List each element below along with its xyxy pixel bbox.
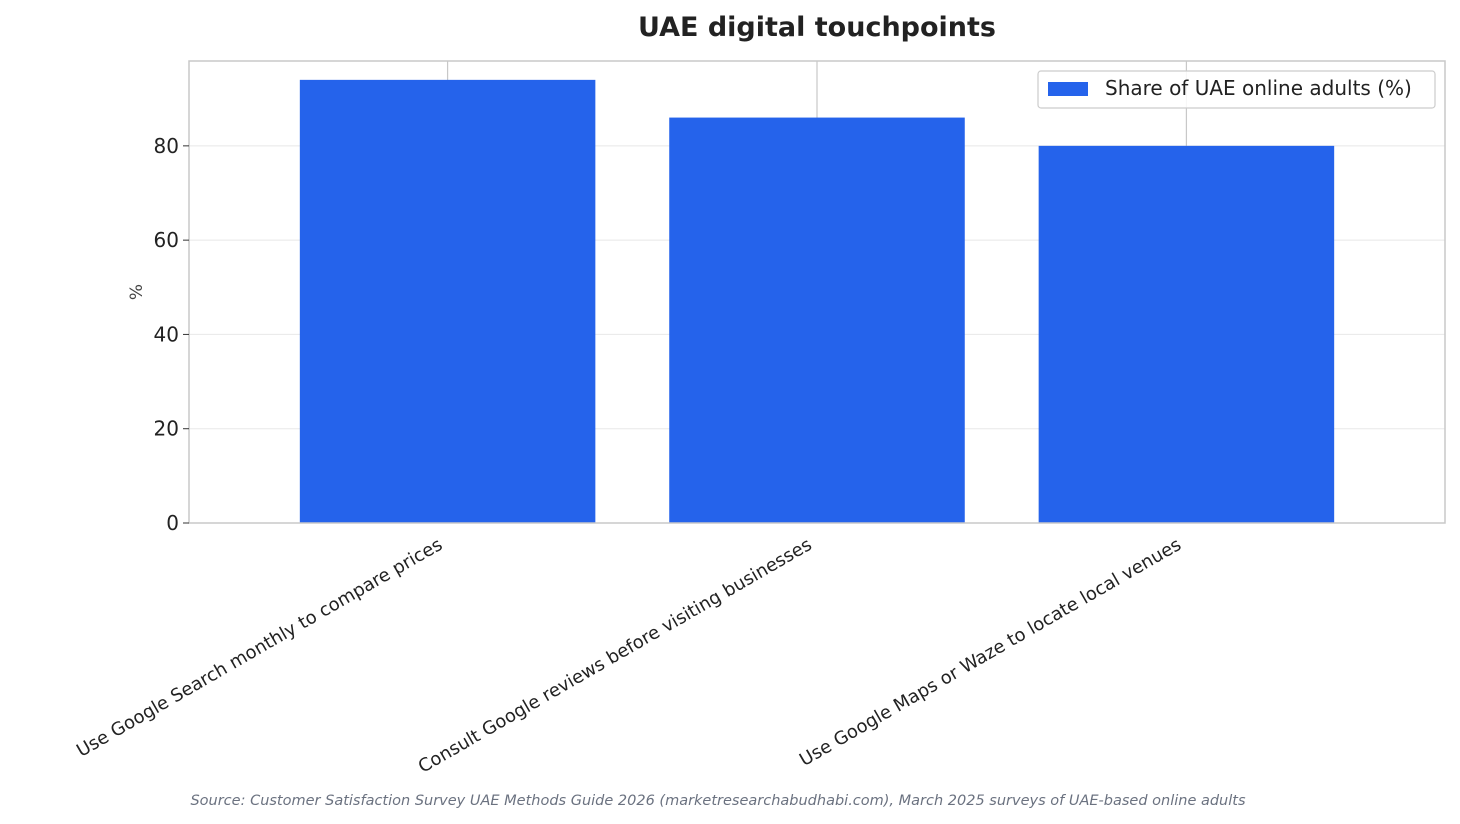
y-axis-label: %: [127, 284, 147, 300]
legend-swatch: [1048, 82, 1088, 96]
plot-frame: [188, 60, 1446, 524]
y-tick-label: 60: [154, 228, 179, 252]
y-tick-label: 0: [166, 511, 179, 535]
source-note: Source: Customer Satisfaction Survey UAE…: [190, 793, 1246, 809]
x-axis-ticks: Use Google Search monthly to compare pri…: [73, 534, 1185, 777]
x-tick-label: Consult Google reviews before visiting b…: [415, 534, 816, 777]
legend-label: Share of UAE online adults (%): [1105, 76, 1412, 100]
bars: [299, 79, 1335, 524]
legend-box: [1037, 70, 1436, 109]
y-tick-label: 80: [154, 134, 179, 158]
x-tick-label: Use Google Maps or Waze to locate local …: [796, 534, 1185, 771]
legend: Share of UAE online adults (%): [1037, 70, 1436, 109]
x-tick-label: Use Google Search monthly to compare pri…: [73, 534, 446, 761]
chart-title: UAE digital touchpoints: [638, 12, 996, 43]
bar-2: [669, 117, 965, 524]
y-tick-label: 20: [154, 417, 179, 441]
y-axis-ticks: 0 20 40 60 80: [154, 134, 189, 535]
y-tick-label: 40: [154, 322, 179, 346]
bar-3: [1038, 145, 1335, 523]
bar-1: [299, 79, 596, 523]
